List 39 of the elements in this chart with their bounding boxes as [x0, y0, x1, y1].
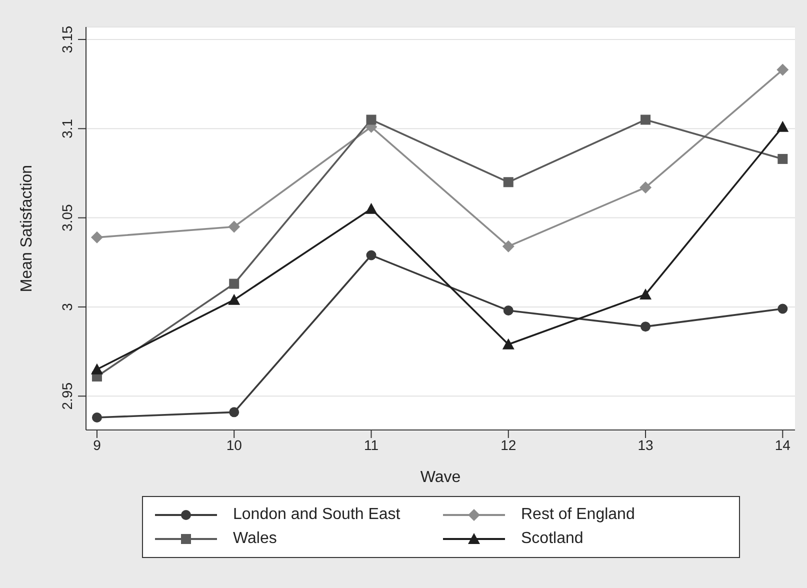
point	[640, 181, 652, 194]
point	[502, 240, 514, 252]
point	[640, 322, 651, 332]
point	[366, 250, 376, 260]
legend-label: London and South East	[233, 506, 400, 524]
point	[640, 288, 652, 300]
y-tick-label: 3.15	[59, 26, 75, 54]
point	[503, 177, 514, 188]
point	[90, 363, 103, 374]
point	[228, 220, 240, 233]
point	[90, 231, 103, 244]
point	[228, 294, 240, 305]
y-tick-label: 3	[59, 302, 75, 311]
y-tick-label: 2.95	[59, 382, 75, 410]
legend-label: Scotland	[521, 530, 584, 548]
x-tick-label: 14	[774, 436, 791, 453]
point	[229, 278, 240, 289]
y-tick-label: 3.1	[59, 118, 75, 138]
point	[366, 114, 376, 125]
point	[502, 338, 514, 350]
point	[776, 64, 789, 76]
x-axis-title: Wave	[420, 469, 461, 486]
point	[365, 202, 378, 214]
x-tick-label: 13	[638, 436, 654, 453]
x-tick-label: 12	[500, 436, 516, 453]
point	[776, 120, 789, 132]
y-tick-label: 3.05	[59, 204, 75, 232]
legend-label: Rest of England	[521, 506, 635, 524]
point	[778, 154, 788, 164]
point	[92, 412, 102, 423]
x-tick-label: 10	[226, 436, 242, 453]
x-tick-label: 11	[364, 436, 379, 453]
legend-label: Wales	[233, 530, 277, 548]
point	[503, 306, 514, 316]
x-tick-label: 9	[93, 436, 102, 453]
y-axis-title: Mean Satisfaction	[18, 164, 36, 292]
point	[640, 114, 651, 125]
point	[778, 304, 788, 314]
point	[229, 407, 240, 418]
